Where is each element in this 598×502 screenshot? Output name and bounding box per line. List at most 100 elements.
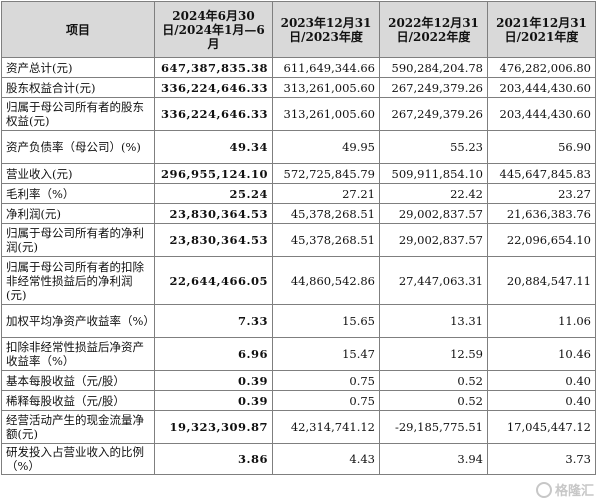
row-label: 加权平均净资产收益率（%） xyxy=(1,304,155,338)
cell-2022: 55.23 xyxy=(379,130,488,164)
cell-2021: 445,647,845.83 xyxy=(487,163,596,184)
cell-2022: 22.42 xyxy=(379,183,488,204)
cell-2023: 15.65 xyxy=(272,304,380,338)
cell-2022: 29,002,837.57 xyxy=(379,203,488,224)
cell-2024h1: 19,323,309.87 xyxy=(154,410,273,444)
table-row: 股东权益合计(元) 336,224,646.33 313,261,005.60 267… xyxy=(1,77,596,98)
header-2023: 2023年12月31日/2023年度 xyxy=(272,1,380,58)
row-label: 归属于母公司所有者的净利润(元) xyxy=(1,223,155,257)
cell-2021: 23.27 xyxy=(487,183,596,204)
cell-2021: 3.73 xyxy=(487,443,596,475)
row-label: 基本每股收益（元/股） xyxy=(1,370,155,391)
cell-2022: 0.52 xyxy=(379,390,488,411)
cell-2024h1: 6.96 xyxy=(154,337,273,371)
cell-2022: 0.52 xyxy=(379,370,488,391)
cell-2021: 476,282,006.80 xyxy=(487,57,596,78)
table-row: 经营活动产生的现金流量净额(元) 19,323,309.87 42,314,741.… xyxy=(1,410,596,444)
cell-2021: 203,444,430.60 xyxy=(487,77,596,98)
cell-2022: 509,911,854.10 xyxy=(379,163,488,184)
row-label: 资产负债率（母公司）(%) xyxy=(1,130,155,164)
cell-2021: 0.40 xyxy=(487,390,596,411)
row-label: 归属于母公司所有者的股东权益(元) xyxy=(1,97,155,131)
cell-2023: 42,314,741.12 xyxy=(272,410,380,444)
cell-2021: 56.90 xyxy=(487,130,596,164)
cell-2021: 10.46 xyxy=(487,337,596,371)
cell-2024h1: 23,830,364.53 xyxy=(154,203,273,224)
header-item: 项目 xyxy=(1,1,155,58)
table-row: 营业收入(元) 296,955,124.10 572,725,845.79 509,9… xyxy=(1,163,596,184)
row-label: 股东权益合计(元) xyxy=(1,77,155,98)
row-label: 稀释每股收益（元/股） xyxy=(1,390,155,411)
cell-2022: 590,284,204.78 xyxy=(379,57,488,78)
row-label: 资产总计(元) xyxy=(1,57,155,78)
table-row: 归属于母公司所有者的净利润(元) 23,830,364.53 45,378,268.… xyxy=(1,223,596,257)
table-row: 稀释每股收益（元/股） 0.39 0.75 0.52 0.40 xyxy=(1,390,596,411)
header-2024h1: 2024年6月30日/2024年1月—6月 xyxy=(154,1,273,58)
table-row: 基本每股收益（元/股） 0.39 0.75 0.52 0.40 xyxy=(1,370,596,391)
row-label: 营业收入(元) xyxy=(1,163,155,184)
cell-2024h1: 22,644,466.05 xyxy=(154,256,273,305)
cell-2023: 0.75 xyxy=(272,390,380,411)
watermark-logo-icon xyxy=(535,481,552,498)
cell-2023: 45,378,268.51 xyxy=(272,223,380,257)
cell-2021: 20,884,547.11 xyxy=(487,256,596,305)
cell-2022: 3.94 xyxy=(379,443,488,475)
cell-2022: 12.59 xyxy=(379,337,488,371)
watermark: 格隆汇 xyxy=(535,480,594,499)
table-body: 资产总计(元) 647,387,835.38 611,649,344.66 590,2… xyxy=(1,57,596,475)
cell-2023: 313,261,005.60 xyxy=(272,77,380,98)
table-row: 扣除非经常性损益后净资产收益率（%） 6.96 15.47 12.59 10.46 xyxy=(1,337,596,371)
table-row: 资产负债率（母公司）(%) 49.34 49.95 55.23 56.90 xyxy=(1,130,596,164)
table-row: 研发投入占营业收入的比例（%） 3.86 4.43 3.94 3.73 xyxy=(1,443,596,475)
cell-2024h1: 25.24 xyxy=(154,183,273,204)
row-label: 经营活动产生的现金流量净额(元) xyxy=(1,410,155,444)
cell-2024h1: 3.86 xyxy=(154,443,273,475)
table-row: 净利润(元) 23,830,364.53 45,378,268.51 29,002,8… xyxy=(1,203,596,224)
row-label: 研发投入占营业收入的比例（%） xyxy=(1,443,155,475)
cell-2023: 0.75 xyxy=(272,370,380,391)
cell-2021: 203,444,430.60 xyxy=(487,97,596,131)
cell-2021: 11.06 xyxy=(487,304,596,338)
cell-2023: 611,649,344.66 xyxy=(272,57,380,78)
table-row: 加权平均净资产收益率（%） 7.33 15.65 13.31 11.06 xyxy=(1,304,596,338)
financial-data-table: 项目 2024年6月30日/2024年1月—6月 2023年12月31日/202… xyxy=(1,1,596,475)
cell-2024h1: 336,224,646.33 xyxy=(154,97,273,131)
cell-2021: 0.40 xyxy=(487,370,596,391)
row-label: 归属于母公司所有者的扣除非经常性损益后的净利润(元) xyxy=(1,256,155,305)
cell-2021: 22,096,654.10 xyxy=(487,223,596,257)
cell-2023: 4.43 xyxy=(272,443,380,475)
cell-2024h1: 0.39 xyxy=(154,370,273,391)
cell-2022: -29,185,775.51 xyxy=(379,410,488,444)
row-label: 净利润(元) xyxy=(1,203,155,224)
header-row: 项目 2024年6月30日/2024年1月—6月 2023年12月31日/202… xyxy=(1,1,596,58)
cell-2021: 21,636,383.76 xyxy=(487,203,596,224)
cell-2022: 13.31 xyxy=(379,304,488,338)
cell-2023: 44,860,542.86 xyxy=(272,256,380,305)
table-row: 归属于母公司所有者的扣除非经常性损益后的净利润(元) 22,644,466.05 4… xyxy=(1,256,596,305)
row-label: 毛利率（%） xyxy=(1,183,155,204)
cell-2022: 267,249,379.26 xyxy=(379,77,488,98)
cell-2023: 27.21 xyxy=(272,183,380,204)
watermark-text: 格隆汇 xyxy=(554,484,594,499)
cell-2021: 17,045,447.12 xyxy=(487,410,596,444)
cell-2022: 29,002,837.57 xyxy=(379,223,488,257)
table-row: 毛利率（%） 25.24 27.21 22.42 23.27 xyxy=(1,183,596,204)
cell-2023: 49.95 xyxy=(272,130,380,164)
table-row: 归属于母公司所有者的股东权益(元) 336,224,646.33 313,261,0… xyxy=(1,97,596,131)
cell-2024h1: 7.33 xyxy=(154,304,273,338)
cell-2022: 27,447,063.31 xyxy=(379,256,488,305)
cell-2024h1: 0.39 xyxy=(154,390,273,411)
row-label: 扣除非经常性损益后净资产收益率（%） xyxy=(1,337,155,371)
header-2022: 2022年12月31日/2022年度 xyxy=(379,1,488,58)
cell-2022: 267,249,379.26 xyxy=(379,97,488,131)
cell-2024h1: 336,224,646.33 xyxy=(154,77,273,98)
cell-2023: 313,261,005.60 xyxy=(272,97,380,131)
cell-2024h1: 296,955,124.10 xyxy=(154,163,273,184)
cell-2024h1: 23,830,364.53 xyxy=(154,223,273,257)
cell-2023: 15.47 xyxy=(272,337,380,371)
cell-2024h1: 49.34 xyxy=(154,130,273,164)
cell-2024h1: 647,387,835.38 xyxy=(154,57,273,78)
header-2021: 2021年12月31日/2021年度 xyxy=(487,1,596,58)
cell-2023: 572,725,845.79 xyxy=(272,163,380,184)
table-row: 资产总计(元) 647,387,835.38 611,649,344.66 590,2… xyxy=(1,57,596,78)
